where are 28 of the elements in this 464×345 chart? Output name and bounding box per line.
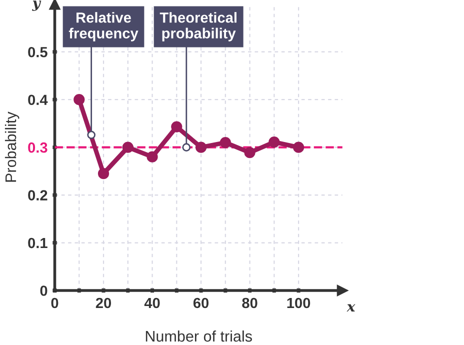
- point: [74, 94, 85, 106]
- text: y: [32, 0, 42, 11]
- point: [268, 136, 280, 148]
- y-tick-label: 0.4: [28, 94, 48, 106]
- y-tick-label: 0.1: [28, 238, 48, 248]
- point: [195, 142, 207, 153]
- y-tick-label: 0.3: [28, 142, 48, 153]
- y-tick-label: 0.5: [28, 46, 48, 58]
- annotation: Relative frequency: [68, 12, 138, 42]
- y-axis-title: Probability: [4, 112, 20, 182]
- x-tick-label: 60: [193, 298, 209, 308]
- point: [122, 142, 134, 153]
- x-tick-label: 80: [242, 298, 258, 308]
- x-tick-label: 20: [96, 298, 112, 308]
- text: x: [346, 304, 356, 312]
- annotation: Theoretical probability: [160, 12, 236, 42]
- x-tick-label: 40: [144, 298, 160, 308]
- point: [244, 147, 256, 158]
- x-axis-title: Number of trials: [146, 330, 252, 342]
- point: [171, 121, 182, 132]
- point: [146, 151, 158, 162]
- point: [98, 168, 110, 180]
- y-tick-label: 0: [40, 286, 48, 296]
- y-tick-label: 0.2: [28, 190, 48, 200]
- point: [220, 136, 231, 148]
- point: [292, 142, 304, 153]
- x-tick-label: 0: [51, 298, 58, 308]
- x-tick-label: 100: [287, 298, 310, 308]
